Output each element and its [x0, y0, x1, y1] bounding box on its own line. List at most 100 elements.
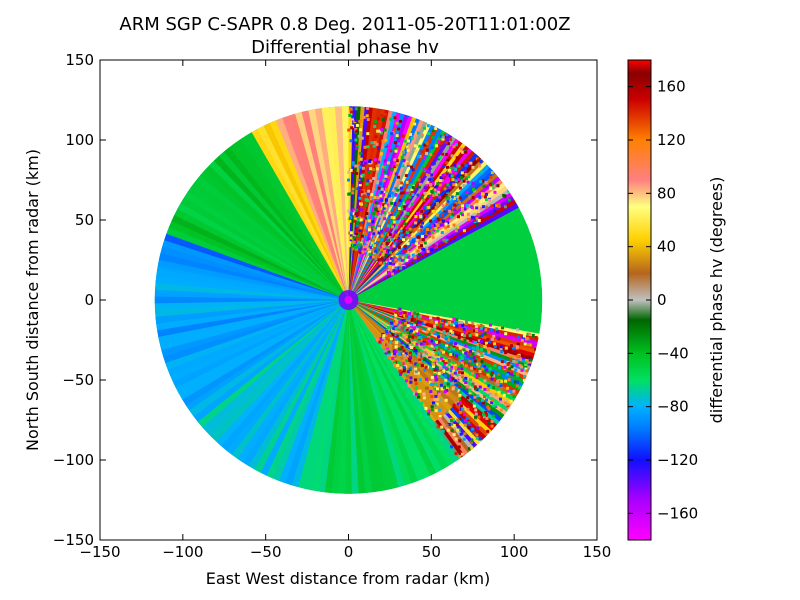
radar-noise-cell [445, 237, 449, 241]
radar-noise-cell [358, 250, 362, 254]
radar-sector-wedge [265, 300, 349, 479]
radar-noise-cell [414, 362, 418, 366]
radar-sector-wedge [184, 190, 349, 300]
radar-noise-cell [402, 253, 406, 257]
radar-noise-cell [436, 224, 440, 228]
radar-noise-cell [477, 339, 481, 343]
radar-noise-cell [459, 378, 463, 382]
radar-noise-cell [419, 351, 423, 355]
radar-noise-cell [367, 222, 371, 226]
radar-noise-cell [381, 165, 385, 169]
radar-noise-cell [475, 203, 479, 207]
radar-noise-cell [526, 343, 530, 347]
radar-noise-cell [464, 351, 468, 355]
radar-noise-cell [423, 143, 427, 147]
radar-noise-cell [457, 164, 461, 168]
radar-noise-cell [385, 331, 389, 335]
radar-noise-cell [383, 217, 387, 221]
radar-noise-cell [389, 268, 393, 272]
radar-noise-cell [387, 354, 391, 358]
radar-noise-cell [387, 270, 391, 274]
radar-noise-cell [355, 221, 359, 225]
radar-noise-cell [496, 382, 500, 386]
radar-noise-cell [347, 170, 351, 174]
radar-noise-cell [396, 360, 400, 364]
radar-noise-cell [406, 209, 410, 213]
radar-noise-cell [427, 205, 431, 209]
radar-noise-cell [454, 171, 458, 175]
radar-noise-cell [467, 426, 471, 430]
radar-noise-cell [454, 183, 458, 187]
radar-noise-cell [409, 165, 413, 169]
radar-noise-cell [394, 354, 398, 358]
radar-noise-cell [460, 147, 464, 151]
radar-noise-cell [393, 241, 397, 245]
radar-noise-cell [434, 382, 438, 386]
radar-noise-cell [400, 341, 404, 345]
radar-noise-cell [363, 145, 367, 149]
radar-noise-cell [406, 148, 410, 152]
radar-noise-cell [489, 182, 493, 186]
radar-noise-cell [399, 119, 403, 123]
radar-noise-cell [380, 210, 384, 214]
radar-noise-cell [394, 266, 398, 270]
radar-noise-cell [506, 363, 510, 367]
radar-noise-cell [447, 360, 451, 364]
radar-noise-cell [480, 354, 484, 358]
radar-noise-cell [479, 339, 483, 343]
radar-noise-cell [452, 196, 456, 200]
radar-noise-cell [524, 367, 528, 371]
radar-noise-cell [481, 352, 485, 356]
radar-noise-cell [370, 141, 374, 145]
radar-noise-cell [460, 385, 464, 389]
radar-noise-cell [431, 364, 435, 368]
radar-noise-cell [493, 342, 497, 346]
radar-noise-cell [450, 365, 454, 369]
radar-noise-cell [349, 216, 353, 220]
radar-noise-cell [407, 143, 411, 147]
radar-noise-cell [475, 388, 479, 392]
radar-noise-cell [384, 343, 388, 347]
radar-noise-cell [419, 135, 423, 139]
radar-noise-cell [499, 381, 503, 385]
radar-noise-cell [481, 325, 485, 329]
radar-noise-cell [438, 183, 442, 187]
radar-noise-cell [422, 392, 426, 396]
radar-noise-cell [414, 392, 418, 396]
plot-area [99, 59, 598, 541]
radar-noise-cell [434, 206, 438, 210]
x-tick-label: 100 [500, 543, 529, 561]
radar-noise-cell [457, 215, 461, 219]
radar-noise-cell [355, 123, 359, 127]
radar-noise-cell [390, 201, 394, 205]
radar-noise-cell [370, 241, 374, 245]
radar-noise-cell [443, 381, 447, 385]
radar-noise-cell [397, 352, 401, 356]
radar-noise-cell [367, 226, 371, 230]
radar-noise-cell [459, 432, 463, 436]
radar-noise-cell [403, 222, 407, 226]
radar-noise-cell [461, 213, 465, 217]
radar-noise-cell [384, 174, 388, 178]
radar-noise-cell [457, 367, 461, 371]
radar-noise-cell [430, 344, 434, 348]
radar-noise-cell [427, 327, 431, 331]
radar-noise-cell [461, 407, 465, 411]
radar-sector-wedge [185, 300, 349, 412]
radar-noise-cell [464, 320, 468, 324]
radar-noise-cell [475, 375, 479, 379]
radar-noise-cell [403, 216, 407, 220]
radar-noise-cell [402, 259, 406, 263]
radar-noise-cell [434, 344, 438, 348]
radar-noise-cell [397, 142, 401, 146]
x-tick-label: −100 [162, 543, 203, 561]
radar-noise-cell [417, 185, 421, 189]
radar-noise-cell [412, 358, 416, 362]
radar-noise-cell [402, 266, 406, 270]
radar-noise-cell [453, 379, 457, 383]
radar-noise-cell [464, 381, 468, 385]
radar-noise-cell [393, 220, 397, 224]
radar-noise-cell [400, 216, 404, 220]
radar-noise-cell [492, 414, 496, 418]
radar-noise-cell [415, 345, 419, 349]
